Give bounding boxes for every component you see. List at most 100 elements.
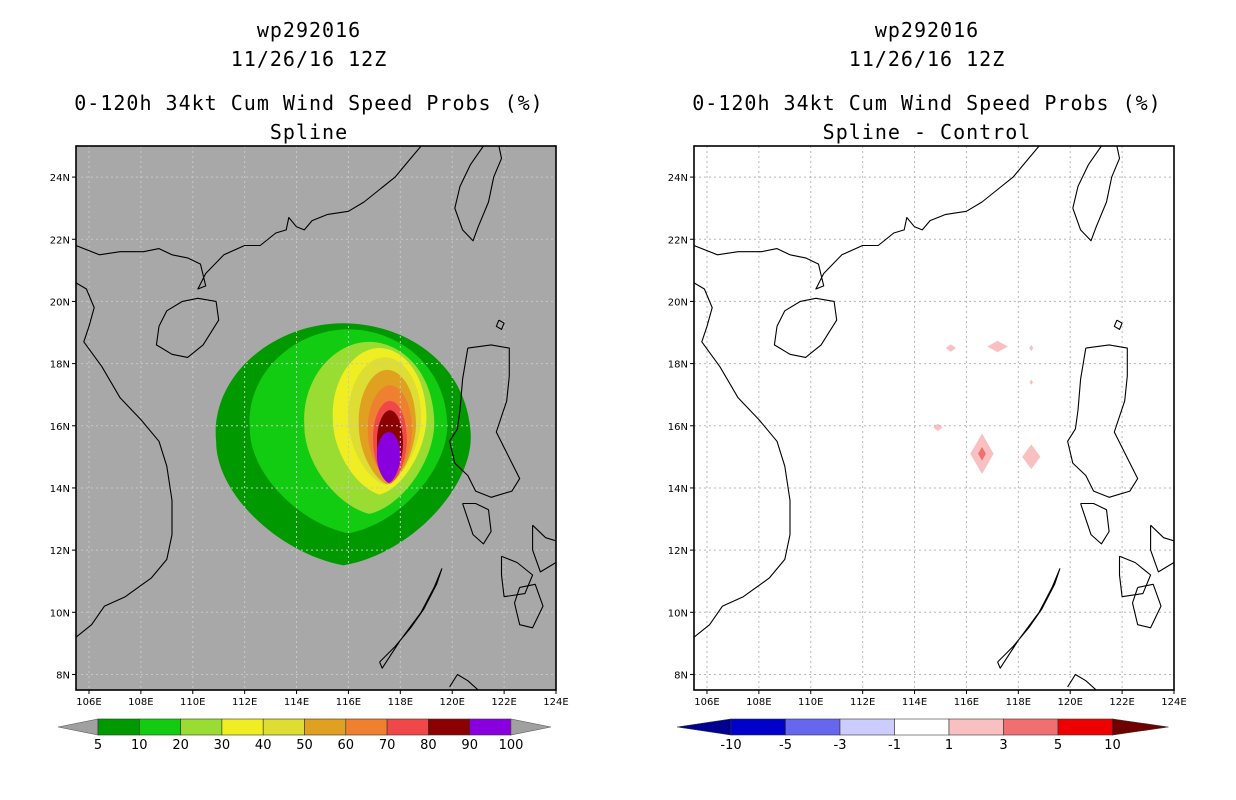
- colorbar-label: 50: [296, 738, 313, 753]
- colorbar-label: 100: [499, 738, 524, 753]
- left-panel: wp292016 11/26/16 12Z 0-120h 34kt Cum Wi…: [50, 18, 569, 753]
- colorbar-cell: [948, 718, 1004, 736]
- difference-map: 106E 108E 110E 112E 114E 116E 118E 120E 122E 124E…: [668, 145, 1187, 753]
- y-tick-label: 14N: [50, 484, 70, 495]
- colorbar-cell: [1057, 718, 1113, 736]
- colorbar-label: 5: [94, 738, 102, 753]
- date-title: 11/26/16 12Z: [848, 47, 1006, 71]
- coastline: [1150, 524, 1174, 573]
- y-tick-label: 12N: [50, 546, 70, 557]
- colorbar-label: 90: [461, 738, 478, 753]
- x-tick-label: 120E: [1058, 697, 1083, 708]
- x-tick-label: 118E: [1006, 697, 1031, 708]
- difference-blob: [978, 446, 986, 461]
- coastline: [513, 583, 544, 629]
- coastline: [1067, 344, 1139, 498]
- colorbar-cell: [139, 718, 181, 736]
- x-tick-label: 108E: [746, 697, 771, 708]
- coastline: [1080, 502, 1110, 545]
- date-title: 11/26/16 12Z: [230, 47, 388, 71]
- coastline: [449, 673, 479, 690]
- coastline: [694, 146, 1040, 290]
- coastline: [454, 146, 503, 242]
- y-tick-label: 12N: [668, 546, 688, 557]
- product-title: 0-120h 34kt Cum Wind Speed Probs (%): [74, 91, 544, 115]
- x-tick-label: 108E: [128, 697, 153, 708]
- coastline: [379, 568, 443, 669]
- coastline: [1067, 673, 1097, 690]
- x-tick-label: 116E: [954, 697, 979, 708]
- colorbar-cell: [180, 718, 223, 736]
- colorbar-label: -5: [779, 738, 792, 753]
- colorbar-cell: [221, 718, 264, 736]
- storm-id-title: wp292016: [874, 18, 980, 42]
- y-tick-label: 8N: [674, 670, 688, 681]
- colorbar-cell: [345, 718, 388, 736]
- gridlines: [76, 146, 556, 690]
- colorbar-cell: [428, 718, 470, 736]
- x-tick-label: 114E: [902, 697, 927, 708]
- x-tick-label: 112E: [850, 697, 875, 708]
- coastline: [1118, 555, 1152, 598]
- colorbar-label: 10: [131, 738, 148, 753]
- colorbar-label: 1: [945, 738, 953, 753]
- colorbar-cell: [304, 718, 347, 736]
- y-tick-label: 24N: [668, 173, 688, 184]
- storm-id-title: wp292016: [256, 18, 362, 42]
- coastline: [500, 555, 534, 598]
- x-tick-label: 122E: [491, 697, 516, 708]
- x-tick-label: 110E: [798, 697, 823, 708]
- x-tick-label: 124E: [543, 697, 568, 708]
- colorbar-cell: [839, 718, 895, 736]
- colorbar-cell: [97, 718, 140, 736]
- colorbar-cell: [785, 718, 841, 736]
- map-background: [694, 146, 1174, 690]
- colorbar-label: 40: [255, 738, 272, 753]
- difference-blob: [945, 344, 957, 352]
- colorbar-extend-high: [510, 718, 552, 736]
- y-tick-label: 20N: [50, 297, 70, 308]
- colorbar-label: -3: [834, 738, 847, 753]
- colorbar-label: -10: [720, 738, 741, 753]
- y-tick-label: 16N: [668, 422, 688, 433]
- y-tick-label: 10N: [50, 608, 70, 619]
- coastline: [1131, 583, 1162, 629]
- gridlines: [694, 146, 1174, 690]
- coastline: [1072, 146, 1121, 242]
- colorbar-cell: [894, 718, 950, 736]
- y-tick-label: 14N: [668, 484, 688, 495]
- difference-blob: [987, 340, 1008, 353]
- y-tick-label: 24N: [50, 173, 70, 184]
- y-tick-label: 18N: [668, 360, 688, 371]
- plot-frame: [693, 145, 1175, 691]
- x-tick-label: 106E: [694, 697, 719, 708]
- colorbar-cell: [469, 718, 512, 736]
- product-title: 0-120h 34kt Cum Wind Speed Probs (%): [692, 91, 1162, 115]
- colorbar-extend-low: [676, 718, 732, 736]
- plot-frame: [75, 145, 557, 691]
- x-tick-label: 116E: [336, 697, 361, 708]
- probability-map: 106E 108E 110E 112E 114E 116E 118E 120E 122E 124E…: [50, 145, 569, 753]
- coastline: [462, 502, 492, 545]
- difference-blob: [1029, 344, 1034, 352]
- x-tick-label: 112E: [232, 697, 257, 708]
- x-tick-label: 120E: [440, 697, 465, 708]
- coastline: [1113, 319, 1123, 330]
- colorbar-label: 30: [214, 738, 231, 753]
- coastline: [449, 344, 521, 498]
- colorbar-label: 60: [338, 738, 355, 753]
- coastlines: [694, 146, 1174, 690]
- x-tick-label: 106E: [76, 697, 101, 708]
- y-tick-label: 8N: [56, 670, 70, 681]
- coastline: [532, 524, 556, 573]
- y-tick-label: 16N: [50, 422, 70, 433]
- x-tick-label: 114E: [284, 697, 309, 708]
- colorbar-label: 10: [1104, 738, 1121, 753]
- y-tick-label: 22N: [50, 235, 70, 246]
- colorbar-cell: [386, 718, 429, 736]
- coastline: [997, 568, 1061, 669]
- coastline: [155, 297, 220, 358]
- colorbar-label: 20: [172, 738, 189, 753]
- y-tick-label: 22N: [668, 235, 688, 246]
- y-tick-label: 10N: [668, 608, 688, 619]
